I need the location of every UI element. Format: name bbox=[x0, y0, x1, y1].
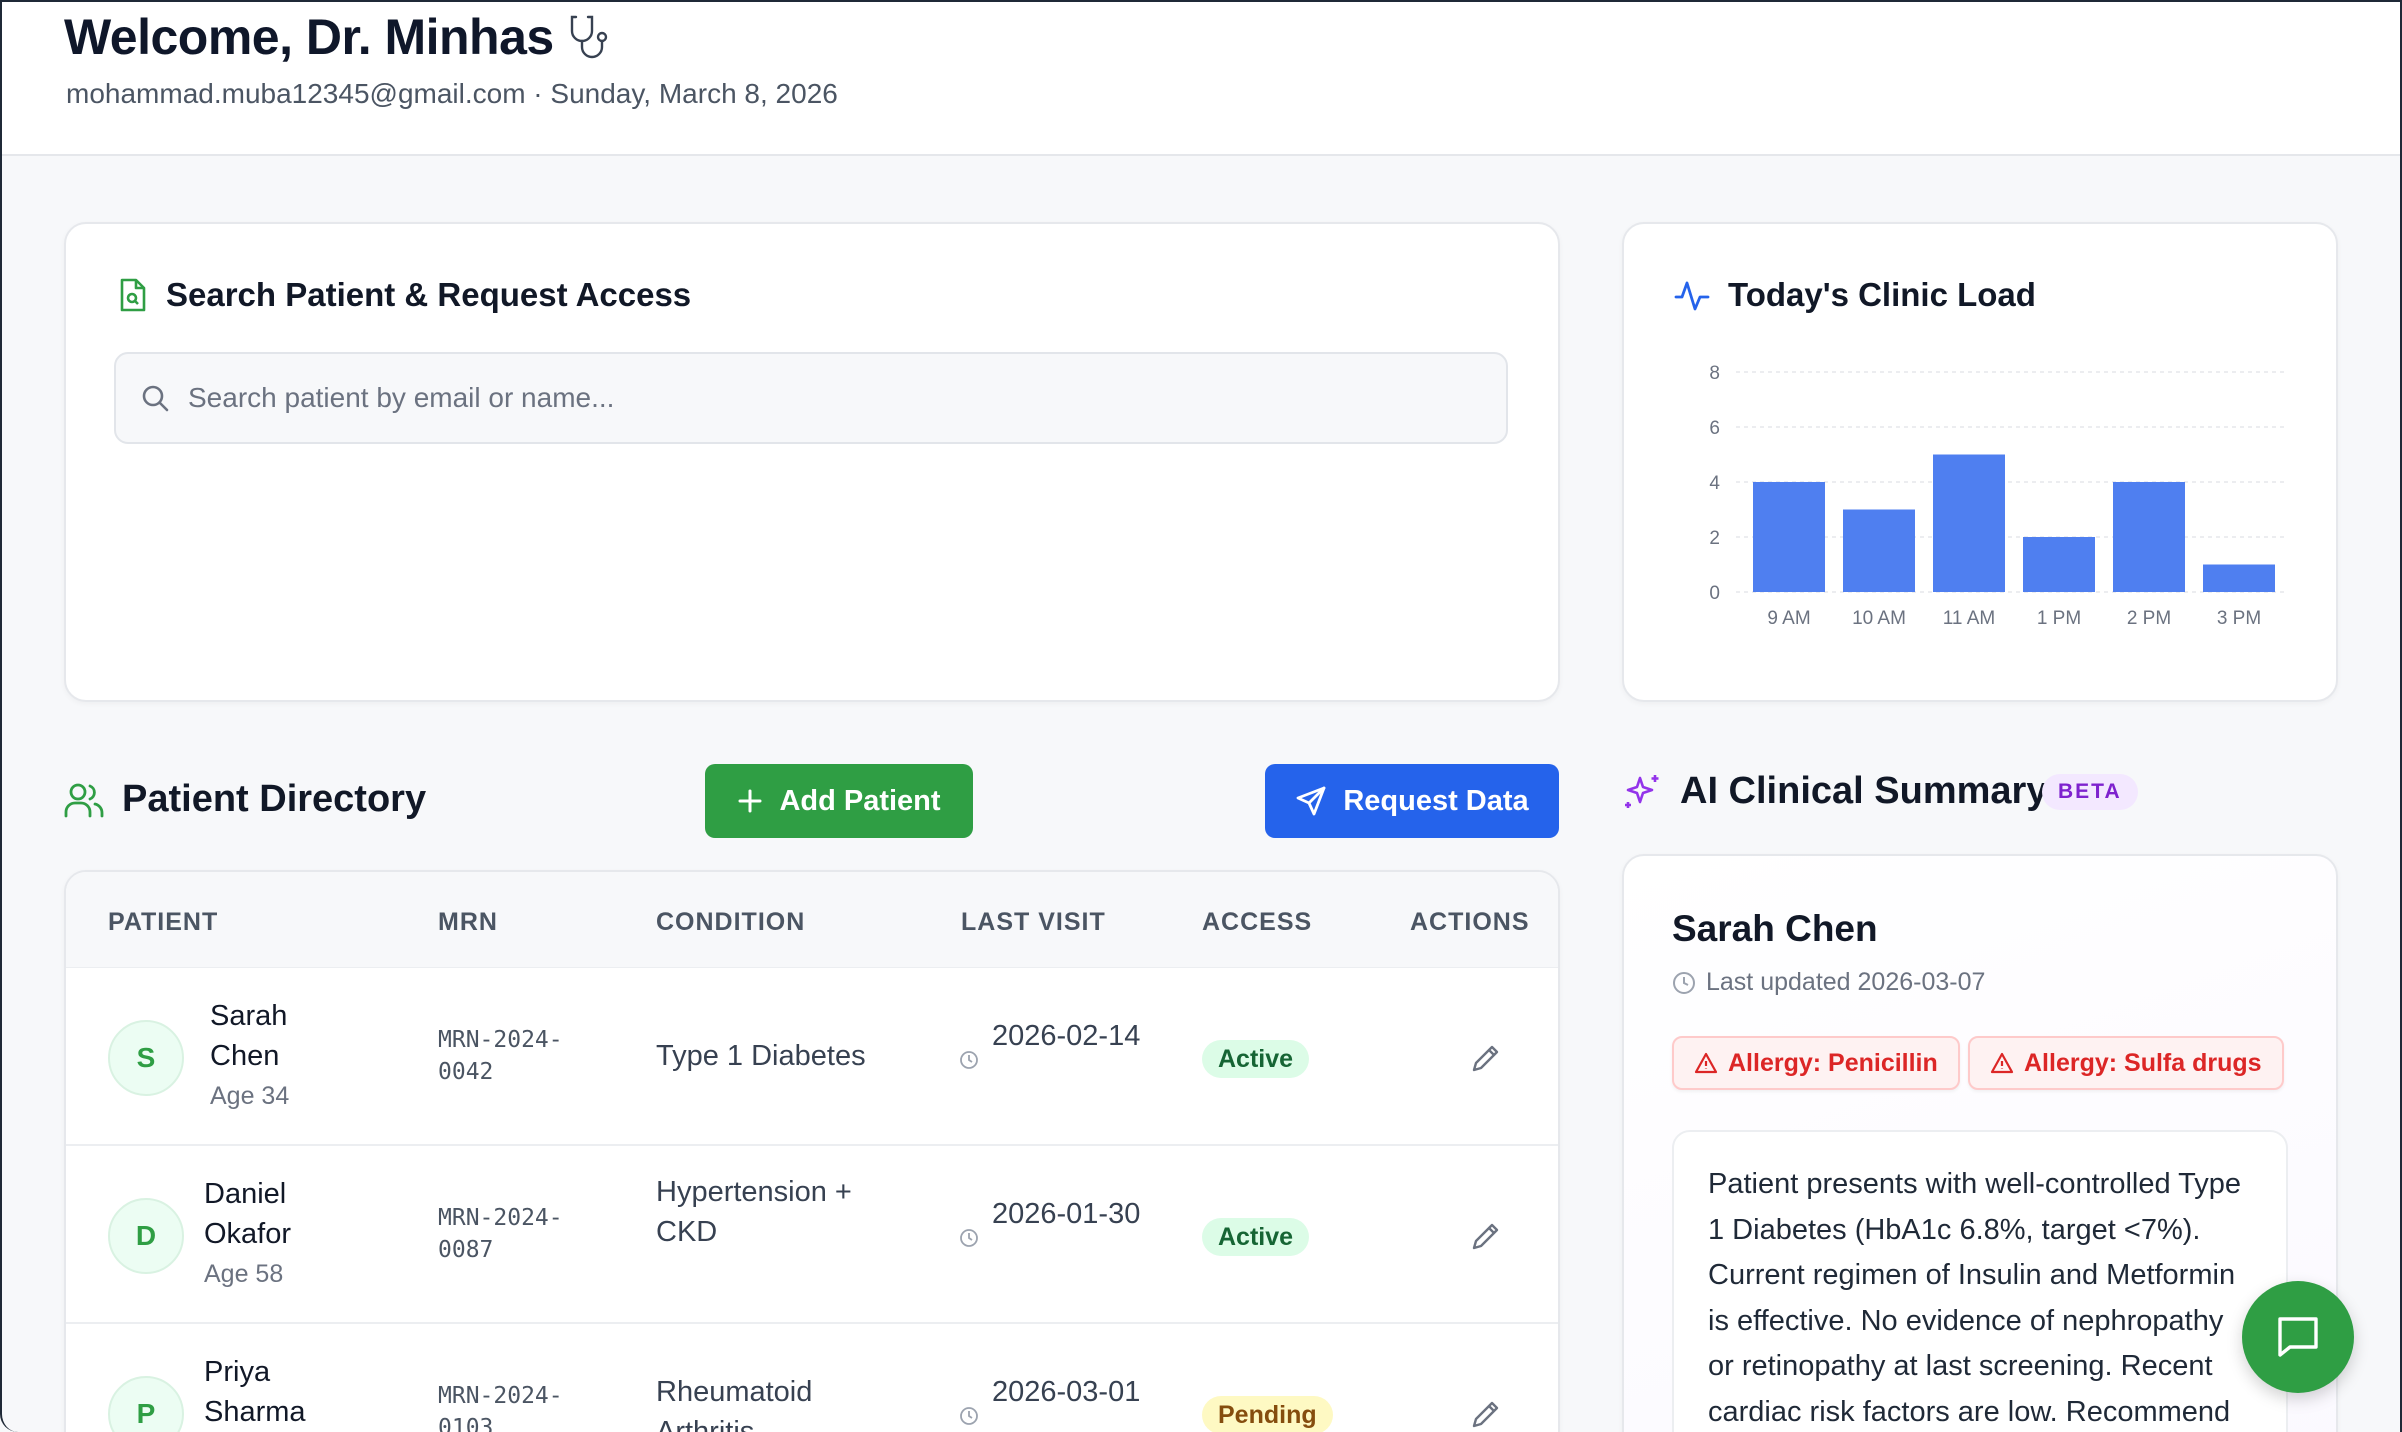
clinic-load-title: Today's Clinic Load bbox=[1674, 276, 2036, 314]
add-patient-button[interactable]: Add Patient bbox=[705, 764, 973, 838]
col-access: ACCESS bbox=[1202, 908, 1313, 936]
patient-name[interactable]: Priya Sharma bbox=[204, 1356, 306, 1428]
welcome-heading: Welcome, Dr. Minhas bbox=[64, 8, 616, 66]
col-actions: ACTIONS bbox=[1410, 908, 1530, 936]
col-condition: CONDITION bbox=[656, 908, 806, 936]
request-data-label: Request Data bbox=[1343, 784, 1529, 817]
stethoscope-icon bbox=[570, 15, 607, 59]
bar-1-pm[interactable] bbox=[2023, 537, 2095, 592]
patient-age: Age 34 bbox=[210, 1082, 290, 1110]
alert-triangle-icon bbox=[1990, 1052, 2014, 1074]
y-tick-label: 0 bbox=[1709, 583, 1720, 604]
allergy-label: Allergy: Penicillin bbox=[1728, 1048, 1938, 1077]
bar-2-pm[interactable] bbox=[2113, 482, 2185, 592]
col-mrn: MRN bbox=[438, 908, 498, 936]
bar-10-am[interactable] bbox=[1843, 509, 1915, 593]
chat-button[interactable] bbox=[2242, 1281, 2354, 1393]
request-data-button[interactable]: Request Data bbox=[1265, 764, 1559, 838]
account-date-line: mohammad.muba12345@gmail.com · Sunday, M… bbox=[66, 78, 838, 109]
avatar: D bbox=[108, 1198, 184, 1274]
clock-icon bbox=[960, 1051, 978, 1069]
bar-11-am[interactable] bbox=[1933, 454, 2005, 593]
patient-mrn: MRN-2024-0042 bbox=[438, 1027, 563, 1085]
activity-icon bbox=[1674, 281, 1710, 311]
x-tick-label: 9 AM bbox=[1767, 608, 1810, 629]
clock-icon bbox=[960, 1229, 978, 1247]
ai-summary-card: Sarah Chen Last updated 2026-03-07 Aller… bbox=[1622, 854, 2338, 1432]
clock-icon bbox=[960, 1407, 978, 1425]
col-last-visit: LAST VISIT bbox=[961, 908, 1106, 936]
patient-directory-title: Patient Directory bbox=[122, 778, 427, 820]
last-visit: 2026-02-14 bbox=[992, 1020, 1141, 1052]
x-tick-label: 3 PM bbox=[2217, 608, 2261, 629]
table-header: PATIENT MRN CONDITION LAST VISIT ACCESS … bbox=[66, 872, 1558, 968]
patient-table: PATIENT MRN CONDITION LAST VISIT ACCESS … bbox=[64, 870, 1560, 1432]
clinical-summary-text: Patient presents with well-controlled Ty… bbox=[1672, 1130, 2288, 1432]
y-tick-label: 8 bbox=[1709, 363, 1720, 384]
alert-triangle-icon bbox=[1694, 1052, 1718, 1074]
x-tick-label: 11 AM bbox=[1943, 608, 1995, 629]
send-icon bbox=[1296, 786, 1326, 816]
welcome-title: Welcome, Dr. Minhas bbox=[64, 9, 554, 65]
beta-badge: BETA bbox=[2042, 774, 2138, 810]
table-row[interactable]: S Sarah Chen Age 34 MRN-2024-0042 Type 1… bbox=[66, 968, 1558, 1146]
allergy-badge: Allergy: Penicillin bbox=[1672, 1036, 1960, 1090]
pencil-icon[interactable] bbox=[1468, 1220, 1502, 1254]
plus-icon bbox=[738, 789, 762, 813]
search-card-title: Search Patient & Request Access bbox=[118, 276, 691, 314]
file-search-icon bbox=[120, 278, 146, 312]
search-title-text: Search Patient & Request Access bbox=[166, 276, 692, 313]
avatar: P bbox=[108, 1376, 184, 1432]
allergy-badge: Allergy: Sulfa drugs bbox=[1968, 1036, 2284, 1090]
search-card: Search Patient & Request Access bbox=[64, 222, 1560, 702]
patient-mrn: MRN-2024-0087 bbox=[438, 1205, 563, 1263]
ai-updated-text: Last updated 2026-03-07 bbox=[1706, 968, 1986, 996]
chat-icon bbox=[2278, 1317, 2318, 1357]
ai-summary-heading: AI Clinical Summary bbox=[1622, 770, 2047, 813]
search-field[interactable] bbox=[114, 352, 1508, 444]
status-badge: Active bbox=[1202, 1218, 1310, 1256]
bar-3-pm[interactable] bbox=[2203, 564, 2275, 593]
y-tick-label: 2 bbox=[1709, 528, 1720, 549]
status-badge: Pending bbox=[1202, 1396, 1333, 1432]
avatar: S bbox=[108, 1020, 184, 1096]
users-icon bbox=[64, 783, 104, 817]
ai-summary-title: AI Clinical Summary bbox=[1680, 770, 2048, 812]
patient-condition: Type 1 Diabetes bbox=[656, 1040, 866, 1072]
pencil-icon[interactable] bbox=[1468, 1042, 1502, 1076]
patient-condition: Hypertension + CKD bbox=[656, 1176, 852, 1248]
col-patient: PATIENT bbox=[108, 908, 219, 936]
search-input[interactable] bbox=[188, 382, 1488, 414]
search-icon bbox=[142, 385, 169, 412]
bar-9-am[interactable] bbox=[1753, 482, 1825, 592]
clock-icon bbox=[1673, 971, 1695, 994]
patient-age: Age 58 bbox=[204, 1260, 284, 1288]
patient-name[interactable]: Sarah Chen bbox=[210, 1000, 288, 1072]
x-tick-label: 10 AM bbox=[1852, 608, 1906, 629]
last-visit: 2026-03-01 bbox=[992, 1376, 1141, 1408]
patient-mrn: MRN-2024-0103 bbox=[438, 1383, 563, 1432]
clinic-load-chart: 0 2 4 6 8 9 AM 10 AM 11 AM 1 PM 2 PM 3 PM bbox=[1709, 363, 2286, 629]
y-tick-label: 6 bbox=[1709, 418, 1720, 439]
allergy-label: Allergy: Sulfa drugs bbox=[2024, 1048, 2262, 1077]
table-row[interactable]: P Priya Sharma MRN-2024-0103 Rheumatoid … bbox=[66, 1324, 1558, 1432]
patient-condition: Rheumatoid Arthritis bbox=[656, 1376, 813, 1432]
y-tick-label: 4 bbox=[1709, 473, 1720, 494]
patient-directory-heading: Patient Directory bbox=[64, 778, 426, 821]
x-tick-label: 2 PM bbox=[2127, 608, 2171, 629]
x-tick-label: 1 PM bbox=[2037, 608, 2081, 629]
top-header: Welcome, Dr. Minhas mohammad.muba12345@g… bbox=[2, 2, 2400, 156]
patient-name[interactable]: Daniel Okafor bbox=[204, 1178, 292, 1250]
clinic-load-card: Today's Clinic Load 0 2 4 6 8 9 AM 10 AM 11 AM 1… bbox=[1622, 222, 2338, 702]
last-visit: 2026-01-30 bbox=[992, 1198, 1141, 1230]
ai-last-updated: Last updated 2026-03-07 bbox=[1672, 968, 1985, 997]
pencil-icon[interactable] bbox=[1468, 1398, 1502, 1432]
ai-patient-name: Sarah Chen bbox=[1672, 908, 1878, 949]
clinic-load-title-text: Today's Clinic Load bbox=[1728, 276, 2036, 313]
status-badge: Active bbox=[1202, 1040, 1310, 1078]
table-row[interactable]: D Daniel Okafor Age 58 MRN-2024-0087 Hyp… bbox=[66, 1146, 1558, 1324]
sparkles-icon bbox=[1625, 774, 1659, 808]
add-patient-label: Add Patient bbox=[779, 784, 941, 817]
